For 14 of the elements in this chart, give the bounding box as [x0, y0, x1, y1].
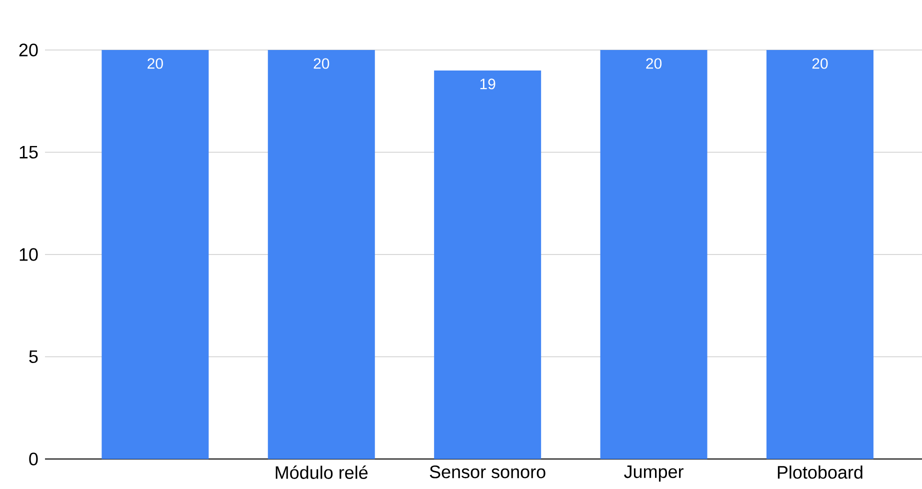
y-tick-label: 5 [29, 350, 38, 364]
y-tick-label: 20 [19, 44, 38, 56]
data-label: 20 [314, 58, 330, 69]
x-tick-label: Sensor sonoro [430, 466, 546, 478]
data-label: 20 [646, 58, 662, 69]
x-tick-label: Módulo relé [276, 466, 368, 479]
data-label: 19 [480, 78, 496, 90]
y-tick-label: 15 [20, 146, 38, 159]
y-tick-label: 10 [20, 248, 38, 261]
data-label: 20 [812, 58, 828, 69]
x-tick-label: Jumper [624, 466, 684, 482]
y-tick-label: 0 [29, 452, 38, 466]
data-label: 20 [148, 58, 163, 69]
x-tick-label: Plotoboard [778, 466, 862, 479]
